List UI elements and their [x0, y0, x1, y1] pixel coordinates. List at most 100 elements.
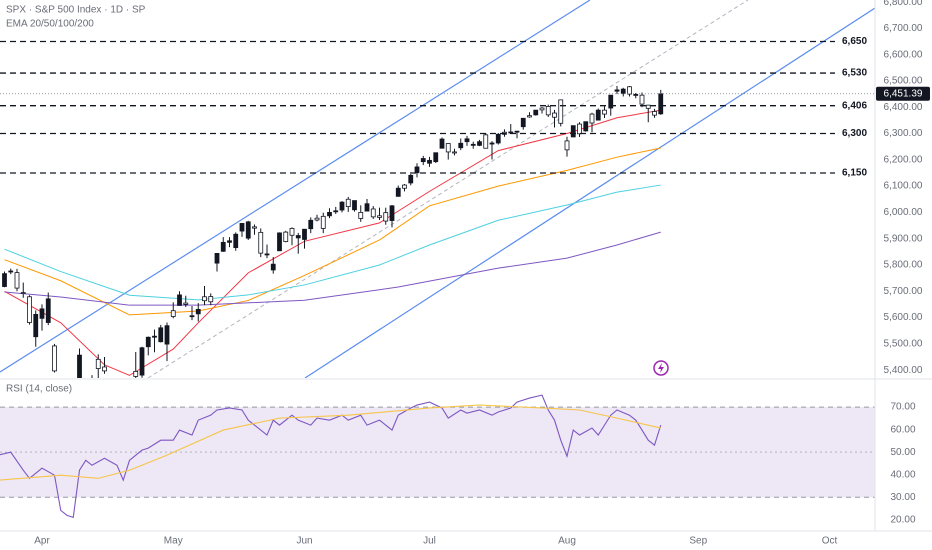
candle-body [589, 113, 595, 124]
candle-body [495, 133, 501, 144]
candle-body [289, 228, 295, 236]
axes [0, 0, 932, 532]
candle-body [370, 208, 376, 218]
trend-channel-upper [0, 0, 591, 373]
candle-body [45, 298, 51, 323]
rsi-pane [0, 394, 875, 519]
candle-body [295, 235, 301, 239]
candle-body [320, 215, 326, 229]
candle-body [145, 336, 151, 348]
candle-body [402, 184, 407, 189]
candle-body [227, 240, 232, 243]
candle-body [408, 174, 414, 184]
candle-body [602, 109, 607, 115]
y-tick-label: 6,000.00 [884, 207, 923, 218]
candle-body [652, 111, 657, 116]
ema-line [4, 147, 661, 316]
y-tick-label: 30.00 [890, 492, 915, 503]
level-label: 6,650 [842, 36, 867, 47]
candle-body [570, 125, 576, 138]
candle-body [252, 226, 257, 229]
candle-body [608, 94, 614, 109]
candle-body [420, 158, 426, 163]
last-price-label: 6,451.39 [884, 88, 923, 99]
candle-body [508, 131, 514, 134]
candle-body [102, 366, 107, 372]
candle-body [458, 142, 464, 149]
candle-body [545, 106, 551, 116]
candle-body [533, 109, 539, 116]
y-tick-label: 5,500.00 [884, 338, 923, 349]
candle-body [527, 115, 532, 118]
y-tick-label: 6,500.00 [884, 76, 923, 87]
y-tick-label: 6,800.00 [884, 0, 923, 8]
candle-body [90, 380, 94, 408]
candle-body [202, 296, 207, 302]
candle-body [620, 88, 626, 94]
candle-body [308, 219, 314, 230]
candle-body [564, 140, 570, 151]
candle-body [14, 272, 20, 289]
candle-body [389, 205, 395, 221]
candle-body [183, 302, 189, 305]
candle-body [658, 93, 664, 115]
candle-body [464, 138, 470, 143]
candle-body [327, 211, 332, 217]
candle-body [483, 134, 489, 149]
ema-line [4, 231, 661, 306]
candle-body [177, 294, 182, 306]
candle-body [433, 152, 439, 163]
candle-body [84, 382, 88, 404]
candle-body [39, 308, 45, 319]
candle-body [339, 201, 345, 211]
candle-body [33, 313, 39, 338]
y-tick-label: 40.00 [890, 469, 915, 480]
x-tick-label: Sep [689, 536, 707, 547]
y-tick-label: 6,200.00 [884, 154, 923, 165]
candle-body [558, 99, 564, 124]
candle-body [115, 395, 119, 401]
replay-icon[interactable] [653, 360, 669, 376]
x-tick-label: May [164, 536, 183, 547]
x-tick-label: Aug [558, 536, 576, 547]
candle-body [627, 86, 632, 95]
y-tick-label: 6,600.00 [884, 49, 923, 60]
candle-body [377, 215, 382, 218]
candle-body [189, 315, 195, 318]
x-tick-label: Jun [296, 536, 312, 547]
trend-channel-mid [147, 0, 749, 378]
y-tick-label: 5,400.00 [884, 365, 923, 376]
candle-body [520, 117, 526, 128]
candle-body [439, 138, 445, 149]
candle-body [383, 212, 389, 222]
rsi-line [0, 404, 661, 481]
candle-body [158, 327, 164, 343]
candle-body [470, 143, 476, 146]
chart-title: SPX · S&P 500 Index · 1D · SP [6, 5, 146, 16]
y-tick-label: 5,900.00 [884, 233, 923, 244]
x-tick-label: Apr [34, 536, 50, 547]
candle-body [645, 104, 651, 109]
candle-body [170, 310, 176, 317]
y-tick-label: 5,600.00 [884, 312, 923, 323]
candle-body [164, 325, 170, 345]
y-tick-label: 6,700.00 [884, 23, 923, 34]
candle-body [414, 166, 420, 174]
candle-body [539, 107, 545, 111]
x-tick-label: Oct [822, 536, 838, 547]
candle-body [277, 232, 282, 252]
candle-body [139, 347, 145, 376]
candle-body [395, 187, 401, 197]
y-tick-label: 20.00 [890, 514, 915, 525]
y-tick-label: 5,700.00 [884, 286, 923, 297]
level-label: 6,406 [842, 100, 867, 111]
level-label: 6,300 [842, 128, 867, 139]
candle-body [109, 387, 113, 403]
candle-body [270, 263, 276, 271]
candle-body [220, 241, 226, 252]
y-tick-label: 70.00 [890, 402, 915, 413]
candle-body [452, 151, 457, 154]
candle-body [214, 253, 220, 264]
ema-line [4, 184, 661, 301]
